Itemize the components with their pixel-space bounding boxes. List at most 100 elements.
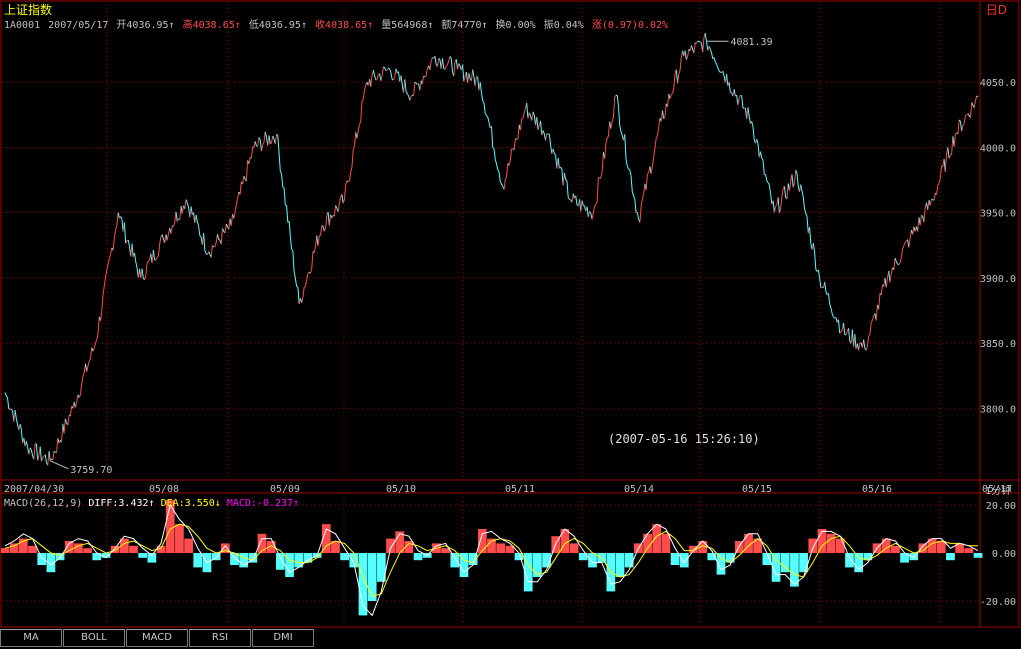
price-line-segment xyxy=(658,118,661,128)
macd-histogram-bar xyxy=(276,553,285,570)
price-line-segment xyxy=(288,221,291,237)
price-line-segment xyxy=(102,285,105,295)
price-line-segment xyxy=(486,115,489,118)
price-line-segment xyxy=(562,172,565,186)
price-line-segment xyxy=(840,329,843,333)
macd-histogram-bar xyxy=(450,553,460,568)
y-tick-label: 3850.0 xyxy=(980,339,1016,350)
diff-line xyxy=(4,503,979,617)
price-line-segment xyxy=(453,61,456,77)
price-line-segment xyxy=(781,188,784,198)
price-line-segment xyxy=(773,206,777,213)
price-line-segment xyxy=(406,93,409,96)
price-line-segment xyxy=(702,37,705,53)
price-line-segment xyxy=(220,228,223,245)
price-line-segment xyxy=(948,155,951,159)
price-line-segment xyxy=(526,102,529,119)
price-line-segment xyxy=(912,226,915,235)
macd-histogram-bar xyxy=(175,524,184,553)
price-line-segment xyxy=(448,56,451,62)
period-label[interactable]: 1分钟 xyxy=(985,486,1012,497)
price-line-segment xyxy=(499,181,502,185)
price-line-segment xyxy=(127,239,130,247)
price-line-segment xyxy=(903,242,906,246)
price-line-segment xyxy=(112,237,115,251)
macd-histogram-bar xyxy=(358,553,368,616)
price-line-segment xyxy=(146,260,149,264)
macd-histogram-bar xyxy=(459,553,469,577)
price-line-segment xyxy=(685,56,689,60)
price-line-segment xyxy=(527,112,530,119)
tab-rsi[interactable]: RSI xyxy=(189,629,251,647)
price-line-segment xyxy=(778,208,782,214)
x-tick-label: 05/11 xyxy=(505,484,535,495)
price-line-segment xyxy=(468,73,471,79)
price-line-segment xyxy=(405,90,408,95)
tab-ma[interactable]: MA xyxy=(0,629,62,647)
price-line-segment xyxy=(388,67,391,70)
price-line-segment xyxy=(592,205,596,213)
price-line-segment xyxy=(601,152,604,172)
price-line-segment xyxy=(115,224,118,230)
price-line-segment xyxy=(4,392,7,397)
price-line-segment xyxy=(829,303,832,308)
price-line-segment xyxy=(458,63,461,67)
tab-dmi[interactable]: DMI xyxy=(252,629,314,647)
price-line-segment xyxy=(757,143,760,158)
price-line-segment xyxy=(647,172,650,175)
price-line-segment xyxy=(96,333,99,341)
low-annotation: 3759.70 xyxy=(70,465,112,476)
price-line-segment xyxy=(965,114,967,116)
price-line-segment xyxy=(228,218,231,230)
price-line-segment xyxy=(333,205,337,217)
price-line-segment xyxy=(152,249,156,261)
price-line-segment xyxy=(307,271,310,274)
price-line-segment xyxy=(304,279,308,287)
price-line-segment xyxy=(772,200,775,213)
tab-boll[interactable]: BOLL xyxy=(63,629,125,647)
price-line-segment xyxy=(105,269,108,277)
price-line-segment xyxy=(444,65,447,70)
price-line-segment xyxy=(181,205,185,214)
price-line-segment xyxy=(343,184,347,200)
price-line-segment xyxy=(780,197,783,210)
macd-histogram-bar xyxy=(780,553,790,573)
price-line-segment xyxy=(567,197,570,200)
price-line-segment xyxy=(540,120,543,136)
price-line-segment xyxy=(697,40,700,43)
tab-macd[interactable]: MACD xyxy=(126,629,188,647)
price-line-segment xyxy=(645,174,648,191)
price-line-segment xyxy=(837,319,841,334)
price-line-segment xyxy=(470,69,474,81)
price-line-segment xyxy=(467,73,470,83)
price-line-segment xyxy=(620,131,623,136)
x-tick-label: 05/10 xyxy=(386,484,416,495)
price-line-segment xyxy=(116,212,119,226)
price-line-segment xyxy=(161,234,164,239)
price-line-segment xyxy=(477,76,480,91)
price-line-segment xyxy=(346,180,349,183)
price-line-segment xyxy=(651,157,655,167)
macd-histogram-bar xyxy=(321,524,331,553)
price-line-segment xyxy=(447,60,450,65)
price-line-segment xyxy=(629,169,632,176)
price-line-segment xyxy=(28,447,31,455)
price-line-segment xyxy=(110,247,113,254)
price-line-segment xyxy=(963,115,966,124)
price-line-segment xyxy=(56,438,59,453)
price-line-segment xyxy=(678,70,681,75)
period-corner-label[interactable]: 日D xyxy=(985,3,1007,17)
price-line-segment xyxy=(563,172,567,180)
y-tick-label: 3900.0 xyxy=(980,274,1016,285)
price-line-segment xyxy=(370,75,373,87)
macd-histogram-bar xyxy=(294,553,304,568)
price-line-segment xyxy=(360,100,363,122)
macd-histogram-bar xyxy=(92,553,102,561)
macd-histogram-bar xyxy=(808,538,818,553)
price-line-segment xyxy=(587,211,591,218)
price-line-segment xyxy=(374,75,377,81)
macd-histogram-bar xyxy=(863,553,873,561)
price-line-segment xyxy=(380,75,383,82)
price-line-segment xyxy=(30,449,34,457)
